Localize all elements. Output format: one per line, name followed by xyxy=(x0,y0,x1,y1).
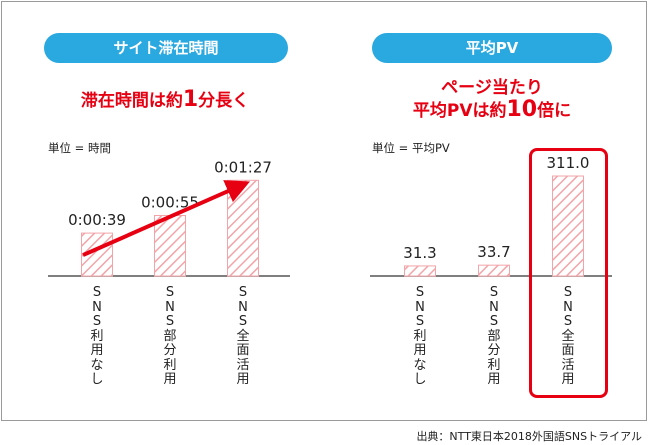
panel-title-stay-time: サイト滞在時間 xyxy=(44,33,288,63)
headline-pv-part3: 倍に xyxy=(537,101,572,121)
stay-time-value-label-2: 0:00:55 xyxy=(141,194,199,212)
stay-time-value-label-3: 0:01:27 xyxy=(214,158,272,176)
headline-stay-time-part3: 分長く xyxy=(198,91,250,111)
highlight-box-sns-full-use xyxy=(529,148,608,398)
panel-title-pv: 平均PV xyxy=(372,33,612,63)
headline-stay-time-number: 1 xyxy=(182,87,199,112)
stay-time-value-label-1: 0:00:39 xyxy=(68,211,126,229)
headline-stay-time: 滞在時間は約1分長く xyxy=(40,86,290,112)
pv-value-label-1: 31.3 xyxy=(403,244,436,262)
trend-arrow xyxy=(82,180,250,257)
source-note: 出典：NTT東日本2018外国語SNSトライアル xyxy=(416,430,642,443)
headline-pv: ページ当たり 平均PVは約10倍に xyxy=(372,77,612,122)
headline-pv-part1: 平均PVは約 xyxy=(412,101,507,121)
pv-bar-3 xyxy=(552,175,584,277)
stay-time-bar-2 xyxy=(154,215,186,277)
stay-time-bar-3 xyxy=(227,179,259,277)
headline-pv-number: 10 xyxy=(506,97,538,122)
figure-frame xyxy=(1,1,647,421)
unit-label-pv: 単位 = 平均PV xyxy=(372,141,450,155)
pv-value-label-2: 33.7 xyxy=(477,243,510,261)
pv-value-label-3: 311.0 xyxy=(547,154,590,172)
headline-stay-time-part1: 滞在時間は約 xyxy=(80,91,183,111)
unit-label-stay-time: 単位 = 時間 xyxy=(48,141,111,155)
headline-pv-line1: ページ当たり xyxy=(441,78,543,98)
pv-bar-1 xyxy=(404,265,436,277)
pv-bar-2 xyxy=(478,264,510,277)
